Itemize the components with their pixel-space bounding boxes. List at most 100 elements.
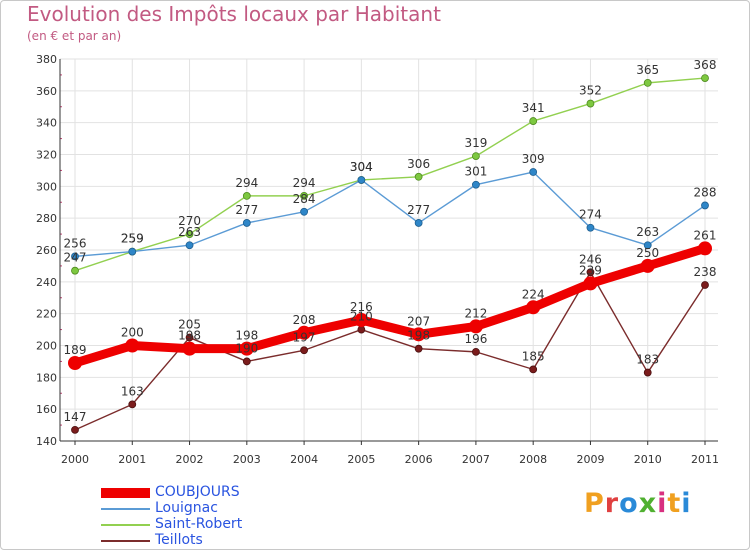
data-point (354, 313, 369, 328)
data-point (185, 333, 194, 342)
data-point (300, 207, 308, 216)
data-label: 247 (64, 251, 87, 265)
data-labels: 247 259 270 294 294 304 306 319 341 352 365 368 256 2… (64, 58, 717, 424)
series-lines (68, 74, 712, 434)
y-tick-label: 300 (36, 180, 57, 193)
y-tick-label: 340 (36, 117, 57, 130)
data-label: 212 (464, 306, 487, 320)
data-point (529, 365, 538, 374)
data-label: 341 (522, 101, 545, 115)
data-label: 263 (178, 225, 201, 239)
data-label: 198 (235, 329, 258, 343)
logo-letter: i (657, 488, 668, 519)
x-tick-label: 2011 (691, 453, 719, 466)
data-label: 198 (178, 329, 201, 343)
y-tick-label: 380 (36, 53, 57, 66)
series-coubjours (68, 241, 712, 371)
data-label: 294 (235, 176, 258, 190)
logo-letter: P (584, 488, 605, 519)
data-label: 183 (636, 353, 659, 367)
series-line-louignac (74, 171, 706, 258)
data-label: 301 (464, 165, 487, 179)
data-label: 224 (522, 287, 545, 301)
data-point (698, 241, 712, 256)
data-point (128, 400, 137, 409)
data-label: 189 (64, 343, 87, 357)
data-point (529, 168, 538, 176)
legend-swatch-coubjours (101, 488, 150, 498)
data-point (643, 241, 652, 250)
data-label: 352 (579, 84, 602, 98)
x-tick-label: 2005 (347, 453, 375, 466)
legend-label-coubjours: COUBJOURS (155, 484, 240, 500)
data-label: 197 (293, 330, 316, 344)
data-label: 274 (579, 208, 602, 222)
data-point (468, 319, 483, 334)
data-point (125, 338, 140, 353)
x-tick-label: 2003 (233, 453, 261, 466)
logo-letter: o (619, 488, 639, 519)
data-point (357, 325, 366, 334)
data-point (414, 219, 423, 227)
x-tick-label: 2007 (462, 453, 490, 466)
data-label: 306 (407, 157, 430, 171)
data-label: 277 (407, 203, 430, 217)
logo-letter: x (638, 488, 658, 519)
proxiti-logo: Proxiti (584, 488, 692, 519)
axes: 140 160 180 200 220 240 260 280 300 320 340 360 380 2… (36, 53, 719, 466)
data-point (472, 180, 480, 189)
x-tick-label: 2004 (290, 453, 318, 466)
y-tick-label: 200 (36, 340, 57, 353)
data-label: 163 (121, 384, 144, 398)
data-label: 147 (64, 410, 87, 424)
data-point (414, 344, 423, 353)
y-tick-label: 360 (36, 85, 57, 98)
data-label: 259 (121, 232, 144, 246)
data-point (472, 347, 480, 356)
data-point (239, 341, 254, 356)
data-label: 263 (636, 225, 659, 239)
data-point (300, 191, 308, 200)
data-point (242, 191, 251, 200)
data-label: 309 (522, 152, 545, 166)
y-tick-label: 180 (36, 371, 57, 384)
data-label: 200 (121, 326, 144, 340)
x-tick-label: 2009 (576, 453, 604, 466)
data-point (583, 276, 598, 291)
data-point (701, 281, 709, 289)
y-tick-label: 140 (36, 435, 57, 448)
data-label: 270 (178, 214, 201, 228)
data-point (182, 341, 197, 356)
data-point (297, 325, 312, 340)
data-point (472, 152, 480, 160)
series-louignac (71, 168, 709, 261)
series-line-coubjours (70, 243, 710, 368)
y-tick-label: 320 (36, 149, 57, 162)
data-point (185, 230, 194, 238)
data-point (185, 241, 194, 250)
data-label: 277 (235, 203, 258, 217)
y-tick-label: 160 (36, 403, 57, 416)
data-label: 288 (694, 185, 717, 199)
data-label: 246 (579, 252, 602, 266)
chart-subtitle: (en € et par an) (27, 29, 122, 43)
data-point (643, 368, 652, 377)
chart-title: Evolution des Impôts locaux par Habitant (27, 2, 441, 26)
data-label: 368 (694, 58, 717, 72)
data-point (701, 74, 709, 82)
data-label: 256 (64, 236, 87, 250)
data-point (128, 247, 137, 256)
data-point (586, 99, 595, 108)
x-tick-label: 2008 (519, 453, 547, 466)
data-label: 261 (694, 228, 717, 242)
logo-letter: t (667, 488, 682, 519)
series-line-saint-robert (74, 77, 706, 272)
data-label: 198 (407, 329, 430, 343)
data-point (701, 201, 709, 210)
legend-label-teillots: Teillots (155, 532, 203, 548)
data-label: 208 (293, 313, 316, 327)
x-tick-label: 2001 (118, 453, 146, 466)
data-label: 304 (350, 160, 373, 174)
grid-lines (60, 58, 718, 442)
y-tick-label: 280 (36, 212, 57, 225)
